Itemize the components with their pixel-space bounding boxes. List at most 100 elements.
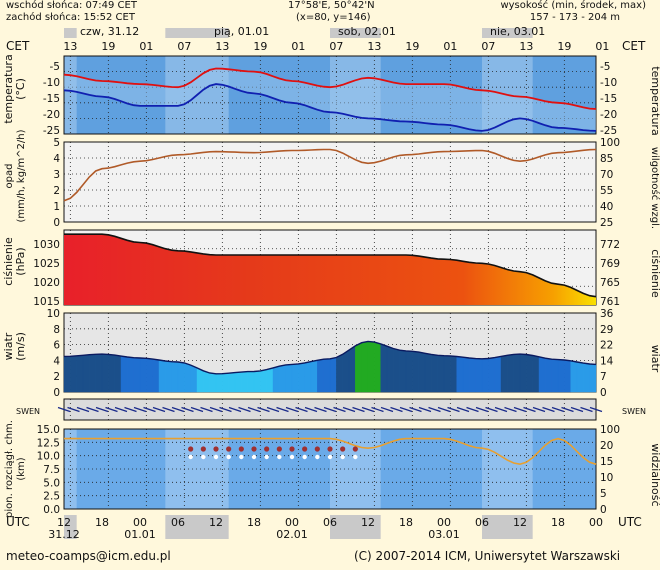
top-hour-label: 01 — [595, 40, 609, 53]
data-marks — [57, 67, 603, 466]
top-hour-label: 13 — [215, 40, 229, 53]
temp-left-axis-label-line: (°C) — [14, 78, 27, 100]
bottom-hour-label: 00 — [589, 516, 603, 529]
pressure-tick-right: 761 — [600, 296, 620, 308]
wind-direction-arrow — [551, 406, 565, 413]
wind-direction-arrow — [504, 406, 517, 413]
wind-speed-segment — [291, 363, 299, 393]
wind-direction-arrow — [304, 406, 318, 413]
cloud-top-dot — [200, 446, 206, 452]
wind-tick-left: 8 — [53, 324, 60, 336]
footer-email[interactable]: meteo-coamps@icm.edu.pl — [6, 549, 171, 563]
wind-speed-segment — [260, 369, 267, 393]
wind-speed-segment — [139, 357, 147, 393]
wind-direction-arrow — [200, 406, 213, 413]
wind-direction-arrow — [67, 406, 80, 413]
wind-speed-segment — [557, 359, 565, 393]
cloud-base-dot — [353, 454, 358, 460]
wind-speed-segment — [171, 361, 179, 393]
wind-direction-arrow — [57, 406, 71, 413]
cloud-left-axis-label-line: pion. rozciągł. chm. — [4, 420, 15, 518]
cloud-top-dot — [213, 446, 219, 452]
wind-speed-segment — [545, 357, 552, 393]
wind-direction-arrow — [219, 406, 232, 413]
precip-tick-left: 2 — [53, 185, 60, 197]
pressure-tick-left: 1030 — [33, 239, 60, 251]
wind-direction-arrow — [352, 406, 365, 413]
humidity-right-axis-label-line: wilgotność wzgl. — [649, 147, 660, 229]
wind-speed-segment — [89, 354, 96, 393]
pressure-left-axis-label-line: (hPa) — [14, 247, 27, 275]
temperature-max-line — [63, 67, 597, 110]
cloud-base-dot — [277, 454, 282, 460]
wind-tick-left: 0 — [53, 387, 60, 399]
top-night-band — [330, 28, 381, 38]
wind-speed-segment — [133, 357, 141, 393]
wind-direction-arrow — [333, 406, 346, 413]
temp-tick-right: -20 — [600, 109, 617, 121]
cloud-base-dot — [201, 454, 206, 460]
wind-speed-segment — [108, 354, 115, 393]
wind-direction-arrow — [542, 406, 555, 413]
top-hour-label: 19 — [557, 40, 571, 53]
wind-speed-segment — [564, 359, 571, 393]
temp-tick-left: -20 — [43, 109, 60, 121]
wind-direction-arrow — [295, 406, 308, 413]
wind-speed-segment — [361, 341, 369, 393]
wind-direction-arrow — [475, 406, 489, 413]
visibility-tick-right: 20 — [600, 440, 613, 452]
bottom-night-band — [330, 515, 381, 539]
elevation-label: wysokość (min, środek, max) — [500, 0, 646, 11]
wind-speed-segment — [405, 350, 413, 393]
top-hour-label: 13 — [519, 40, 533, 53]
wind-speed-segment — [253, 370, 261, 393]
tz-top-label-right: CET — [622, 39, 646, 53]
wind-speed-segment — [95, 353, 103, 393]
bottom-date-label: 02.01 — [276, 528, 308, 541]
wind-direction-arrow — [105, 406, 118, 413]
temp-tick-right: -25 — [600, 125, 617, 137]
humidity-tick-right: 100 — [600, 137, 620, 149]
precip-tick-left: 1 — [53, 201, 60, 213]
day-label: sob, 02.01 — [338, 25, 396, 38]
cloud-top-dot — [188, 446, 194, 452]
wind-speed-segment — [538, 356, 546, 393]
wind-speed-segment — [374, 341, 381, 393]
temp-tick-right: -5 — [600, 61, 610, 73]
wind-direction-arrow — [285, 406, 299, 413]
wind-speed-segment — [418, 351, 426, 393]
wind-speed-segment — [63, 356, 71, 393]
cloud-base-dot — [264, 454, 269, 460]
bottom-hour-label: 18 — [95, 516, 109, 529]
wind-speed-segment — [190, 364, 198, 393]
temp-tick-right: -15 — [600, 93, 617, 105]
precip-tick-left: 4 — [53, 153, 60, 165]
wind-speed-segment — [82, 354, 90, 393]
wind-speed-segment — [380, 343, 388, 393]
wind-speed-segment — [532, 355, 540, 393]
wind-speed-segment — [386, 345, 394, 393]
cloud-base-dot — [289, 454, 295, 460]
bottom-date-label: 31.12 — [48, 528, 80, 541]
wind-speed-segment — [393, 348, 400, 393]
bottom-hour-label: 06 — [323, 516, 337, 529]
pressure-tick-right: 765 — [600, 277, 620, 289]
wind-direction-arrow — [494, 406, 508, 413]
cloud-top-dot — [289, 446, 295, 452]
wind-line — [63, 340, 597, 375]
bottom-hour-label: 18 — [399, 516, 413, 529]
wind-speed-segment — [266, 367, 274, 393]
precip-left-axis-label: opad (mm/h, kg/m^2/h) — [4, 129, 27, 222]
visibility-tick-right: 10 — [600, 472, 613, 484]
wind-speed-segment — [304, 361, 312, 393]
visibility-right-axis-label: widzialność(km) — [649, 443, 660, 506]
wind-direction-arrow — [314, 406, 327, 413]
pressure-tick-right: 772 — [600, 239, 620, 251]
wind-direction-arrow — [266, 406, 280, 413]
direction-label-right: SWEN — [622, 407, 646, 416]
cloud-left-axis-label: pion. rozciągł. chm. (km) — [4, 420, 27, 518]
wind-direction-arrow — [257, 406, 270, 413]
tz-bottom-label: UTC — [6, 515, 30, 529]
top-hour-label: 13 — [63, 40, 77, 53]
wind-direction-arrow — [513, 406, 527, 413]
